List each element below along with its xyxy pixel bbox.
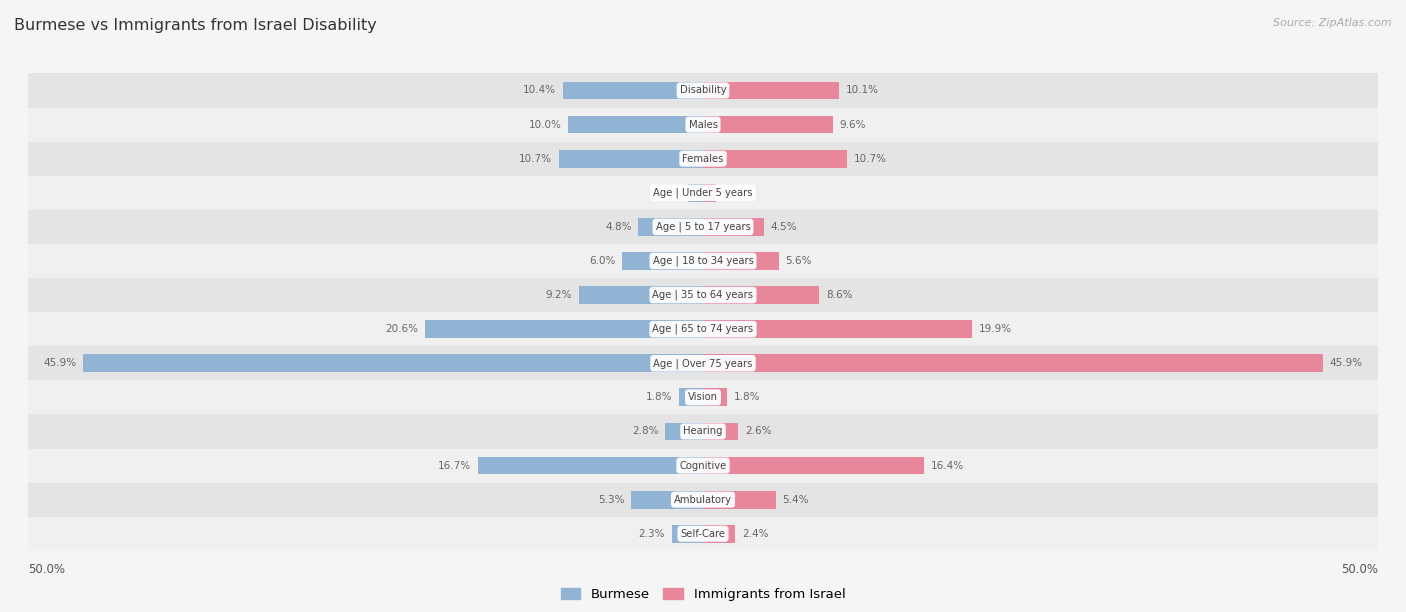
Text: 10.7%: 10.7% xyxy=(519,154,551,163)
Bar xyxy=(703,354,1323,372)
Bar xyxy=(83,354,703,372)
Bar xyxy=(478,457,703,474)
Bar xyxy=(703,150,848,168)
Bar xyxy=(28,483,1378,517)
Bar xyxy=(703,423,738,440)
Text: 1.8%: 1.8% xyxy=(734,392,761,402)
Bar xyxy=(28,346,1378,380)
Bar xyxy=(703,116,832,133)
Bar xyxy=(28,108,1378,141)
Bar xyxy=(703,218,763,236)
Bar xyxy=(688,184,703,201)
Bar xyxy=(703,286,820,304)
Text: Burmese vs Immigrants from Israel Disability: Burmese vs Immigrants from Israel Disabi… xyxy=(14,18,377,34)
Text: 50.0%: 50.0% xyxy=(1341,563,1378,576)
Bar xyxy=(579,286,703,304)
Text: Self-Care: Self-Care xyxy=(681,529,725,539)
Text: Disability: Disability xyxy=(679,86,727,95)
Text: 19.9%: 19.9% xyxy=(979,324,1011,334)
Bar xyxy=(28,312,1378,346)
Text: 16.4%: 16.4% xyxy=(931,461,965,471)
Bar xyxy=(28,141,1378,176)
Text: 4.5%: 4.5% xyxy=(770,222,797,232)
Bar xyxy=(703,81,839,99)
Text: 2.8%: 2.8% xyxy=(631,427,658,436)
Bar xyxy=(638,218,703,236)
Text: 10.0%: 10.0% xyxy=(529,119,561,130)
Bar xyxy=(28,380,1378,414)
Bar xyxy=(679,389,703,406)
Bar xyxy=(562,81,703,99)
Text: 6.0%: 6.0% xyxy=(589,256,616,266)
Text: 0.96%: 0.96% xyxy=(723,188,755,198)
Text: 16.7%: 16.7% xyxy=(437,461,471,471)
Text: Age | 65 to 74 years: Age | 65 to 74 years xyxy=(652,324,754,334)
Legend: Burmese, Immigrants from Israel: Burmese, Immigrants from Israel xyxy=(555,582,851,606)
Bar xyxy=(665,423,703,440)
Text: 9.6%: 9.6% xyxy=(839,119,866,130)
Text: 5.6%: 5.6% xyxy=(786,256,811,266)
Bar xyxy=(621,252,703,270)
Text: 1.8%: 1.8% xyxy=(645,392,672,402)
Text: 8.6%: 8.6% xyxy=(825,290,852,300)
Bar xyxy=(703,491,776,509)
Bar xyxy=(425,320,703,338)
Text: Males: Males xyxy=(689,119,717,130)
Text: 10.7%: 10.7% xyxy=(855,154,887,163)
Bar xyxy=(28,210,1378,244)
Text: Age | Over 75 years: Age | Over 75 years xyxy=(654,358,752,368)
Bar xyxy=(703,389,727,406)
Text: 5.3%: 5.3% xyxy=(598,494,624,505)
Text: 2.6%: 2.6% xyxy=(745,427,772,436)
Bar xyxy=(28,176,1378,210)
Bar xyxy=(703,184,716,201)
Bar xyxy=(28,414,1378,449)
Bar xyxy=(631,491,703,509)
Text: Ambulatory: Ambulatory xyxy=(673,494,733,505)
Text: 2.3%: 2.3% xyxy=(638,529,665,539)
Text: Age | 35 to 64 years: Age | 35 to 64 years xyxy=(652,290,754,300)
Text: Hearing: Hearing xyxy=(683,427,723,436)
Text: 4.8%: 4.8% xyxy=(605,222,631,232)
Text: 50.0%: 50.0% xyxy=(28,563,65,576)
Bar xyxy=(703,252,779,270)
Bar xyxy=(28,517,1378,551)
Text: 2.4%: 2.4% xyxy=(742,529,769,539)
Bar xyxy=(703,525,735,543)
Text: Age | Under 5 years: Age | Under 5 years xyxy=(654,187,752,198)
Text: 1.1%: 1.1% xyxy=(655,188,682,198)
Text: 10.4%: 10.4% xyxy=(523,86,555,95)
Text: 45.9%: 45.9% xyxy=(1329,358,1362,368)
Bar xyxy=(28,244,1378,278)
Text: Source: ZipAtlas.com: Source: ZipAtlas.com xyxy=(1274,18,1392,28)
Bar xyxy=(672,525,703,543)
Bar xyxy=(28,73,1378,108)
Text: 9.2%: 9.2% xyxy=(546,290,572,300)
Bar xyxy=(568,116,703,133)
Text: Females: Females xyxy=(682,154,724,163)
Text: Age | 5 to 17 years: Age | 5 to 17 years xyxy=(655,222,751,232)
Text: Cognitive: Cognitive xyxy=(679,461,727,471)
Text: 5.4%: 5.4% xyxy=(783,494,808,505)
Text: 45.9%: 45.9% xyxy=(44,358,77,368)
Text: 10.1%: 10.1% xyxy=(846,86,879,95)
Text: Vision: Vision xyxy=(688,392,718,402)
Text: Age | 18 to 34 years: Age | 18 to 34 years xyxy=(652,256,754,266)
Bar xyxy=(558,150,703,168)
Bar xyxy=(28,278,1378,312)
Text: 20.6%: 20.6% xyxy=(385,324,418,334)
Bar xyxy=(703,457,924,474)
Bar xyxy=(703,320,972,338)
Bar xyxy=(28,449,1378,483)
